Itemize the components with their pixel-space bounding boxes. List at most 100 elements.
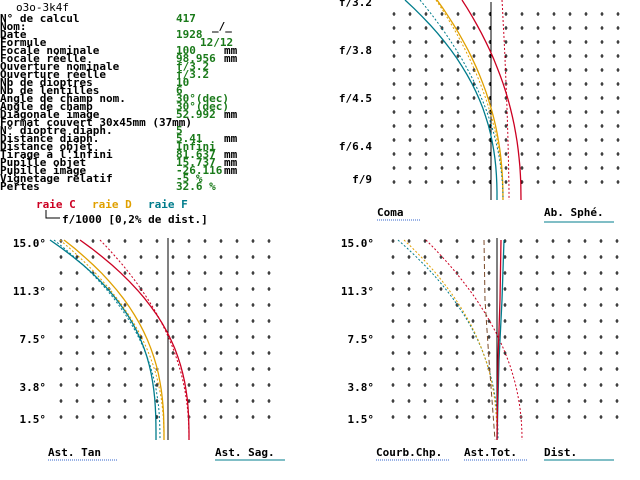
legend-scale: f/1000 [0,2% de dist.] — [62, 213, 208, 226]
grid-cross — [455, 255, 459, 259]
grid-cross — [123, 271, 127, 275]
param-unit: mm — [224, 132, 238, 145]
grid-cross — [615, 383, 619, 387]
scale-marker-icon — [45, 210, 60, 219]
grid-cross — [600, 124, 604, 128]
grid-cross — [551, 303, 555, 307]
grid-cross — [584, 152, 588, 156]
grid-cross — [267, 351, 271, 355]
grid-cross — [392, 40, 396, 44]
legend-raie-f: raie F — [148, 198, 188, 211]
grid-cross — [267, 383, 271, 387]
grid-cross — [392, 12, 396, 16]
ytick-label: 1.5° — [348, 413, 375, 426]
legend-raie-c: raie C — [36, 198, 76, 211]
ytick-label: 15.0° — [341, 237, 374, 250]
grid-cross — [408, 110, 412, 114]
grid-cross — [392, 110, 396, 114]
grid-cross — [59, 287, 63, 291]
grid-cross — [568, 26, 572, 30]
grid-cross — [536, 54, 540, 58]
grid-cross — [187, 319, 191, 323]
grid-cross — [59, 335, 63, 339]
param-unit: mm — [224, 44, 238, 57]
grid-cross — [203, 335, 207, 339]
grid-cross — [584, 110, 588, 114]
grid-cross — [155, 383, 159, 387]
grid-cross — [568, 82, 572, 86]
grid-cross — [599, 399, 603, 403]
param-label: Formule — [0, 36, 47, 49]
grid-cross — [536, 138, 540, 142]
grid-cross — [520, 166, 524, 170]
grid-cross — [187, 255, 191, 259]
grid-cross — [423, 415, 427, 419]
grid-cross — [583, 239, 587, 243]
grid-cross — [471, 351, 475, 355]
grid-cross — [267, 287, 271, 291]
grid-cross — [424, 96, 428, 100]
grid-cross — [440, 54, 444, 58]
grid-cross — [568, 68, 572, 72]
grid-cross — [267, 239, 271, 243]
grid-cross — [455, 351, 459, 355]
grid-cross — [551, 255, 555, 259]
param-value: 10 — [176, 76, 190, 89]
grid-cross — [567, 239, 571, 243]
grid-cross — [408, 40, 412, 44]
grid-cross — [535, 303, 539, 307]
grid-cross — [520, 12, 524, 16]
grid-cross — [616, 96, 620, 100]
grid-cross — [392, 180, 396, 184]
grid-cross — [139, 319, 143, 323]
grid-cross — [235, 383, 239, 387]
grid-cross — [123, 415, 127, 419]
grid-cross — [423, 271, 427, 275]
grid-cross — [599, 367, 603, 371]
grid-cross — [519, 351, 523, 355]
grid-cross — [171, 335, 175, 339]
grid-cross — [567, 367, 571, 371]
window-title: o3o-3k4f — [16, 1, 69, 14]
grid-cross — [519, 239, 523, 243]
grid-cross — [551, 319, 555, 323]
param-label: Angle de champ — [0, 100, 93, 113]
grid-cross — [407, 383, 411, 387]
grid-cross — [519, 303, 523, 307]
grid-cross — [584, 82, 588, 86]
grid-cross — [535, 399, 539, 403]
grid-cross — [503, 335, 507, 339]
grid-cross — [107, 335, 111, 339]
grid-cross — [552, 110, 556, 114]
grid-cross — [107, 239, 111, 243]
grid-cross — [567, 319, 571, 323]
grid-cross — [616, 124, 620, 128]
grid-cross — [551, 287, 555, 291]
grid-cross — [600, 96, 604, 100]
grid-cross — [519, 255, 523, 259]
grid-cross — [408, 26, 412, 30]
grid-cross — [487, 239, 491, 243]
grid-cross — [535, 415, 539, 419]
grid-cross — [123, 287, 127, 291]
param-value: 98.956 — [176, 52, 216, 65]
grid-cross — [568, 96, 572, 100]
grid-cross — [391, 255, 395, 259]
grid-cross — [75, 319, 79, 323]
grid-cross — [391, 415, 395, 419]
grid-cross — [600, 110, 604, 114]
grid-cross — [519, 335, 523, 339]
grid-cross — [423, 335, 427, 339]
grid-cross — [456, 180, 460, 184]
grid-cross — [91, 415, 95, 419]
grid-cross — [75, 367, 79, 371]
grid-cross — [552, 82, 556, 86]
grid-cross — [203, 303, 207, 307]
grid-cross — [440, 110, 444, 114]
grid-cross — [219, 255, 223, 259]
grid-cross — [267, 399, 271, 403]
curve-d-sag — [59, 239, 165, 441]
grid-cross — [75, 255, 79, 259]
grid-cross — [423, 367, 427, 371]
grid-cross — [456, 82, 460, 86]
